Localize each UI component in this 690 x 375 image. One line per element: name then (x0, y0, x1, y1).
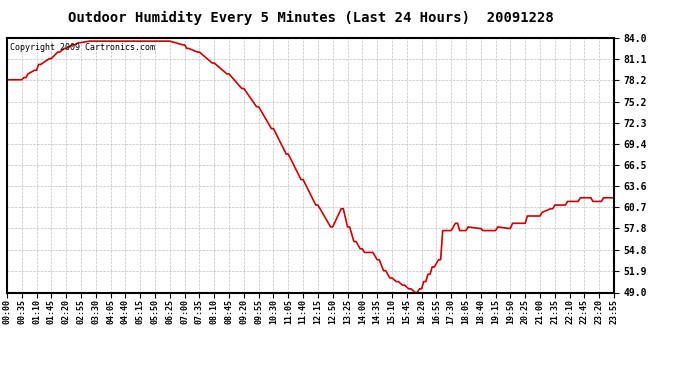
Text: Outdoor Humidity Every 5 Minutes (Last 24 Hours)  20091228: Outdoor Humidity Every 5 Minutes (Last 2… (68, 11, 553, 26)
Text: Copyright 2009 Cartronics.com: Copyright 2009 Cartronics.com (10, 43, 155, 52)
